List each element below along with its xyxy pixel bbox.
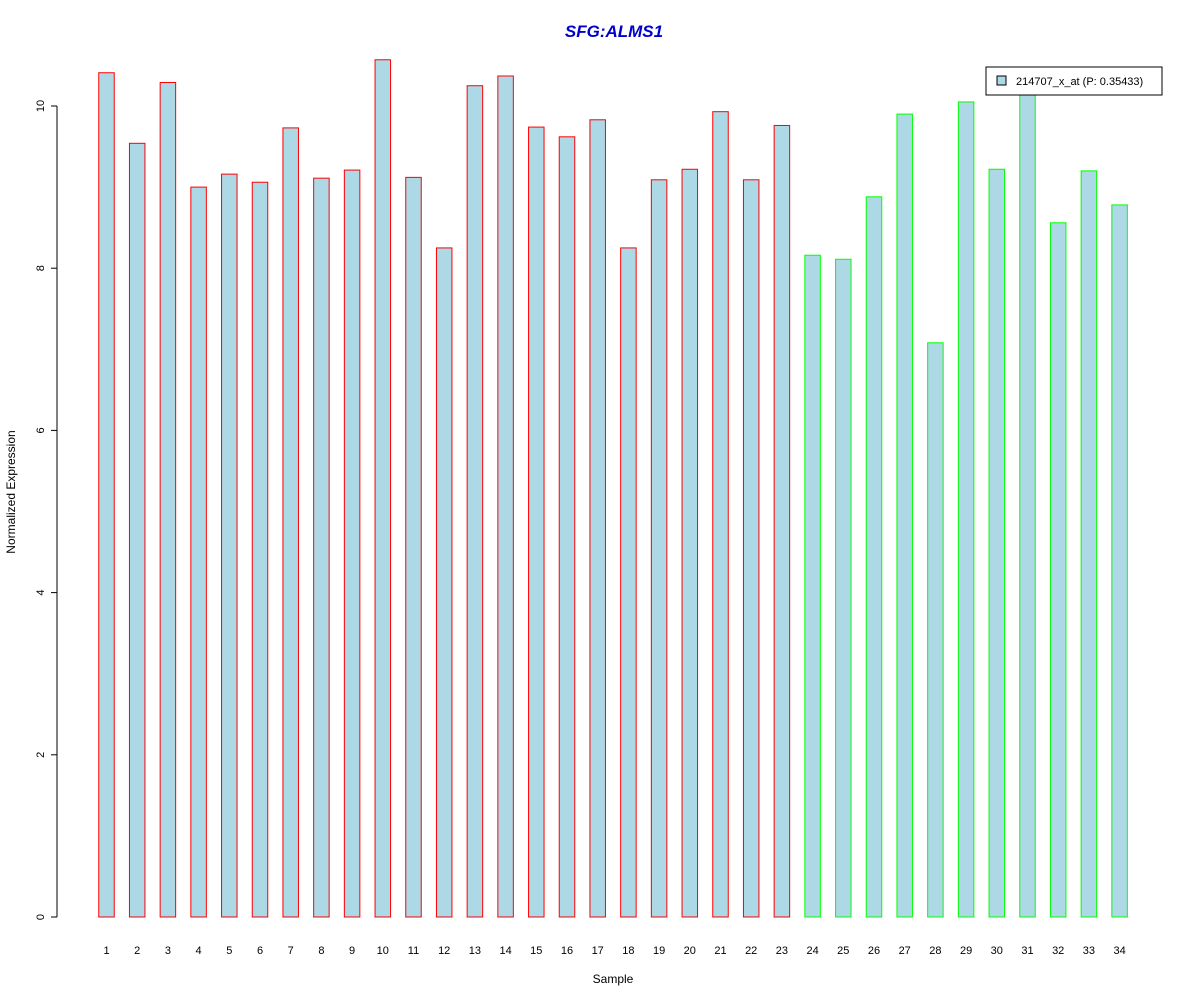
bar-sample-9 [343, 169, 361, 918]
x-tick-label: 23 [776, 945, 788, 957]
y-tick-label: 8 [35, 265, 47, 271]
y-tick-label: 0 [35, 914, 47, 920]
bar-sample-20 [681, 168, 699, 918]
legend: 214707_x_at (P: 0.35433) [985, 66, 1163, 96]
x-tick-label: 11 [408, 945, 419, 957]
bar-sample-26 [865, 196, 883, 918]
x-tick-label: 30 [991, 945, 1003, 957]
bar-sample-8 [313, 177, 330, 918]
x-tick-label: 1 [103, 945, 109, 957]
bars-group [98, 59, 1128, 918]
x-tick-label: 28 [929, 945, 941, 957]
bar-sample-28 [927, 342, 944, 918]
x-tick-label: 33 [1083, 945, 1095, 957]
bar-sample-30 [988, 168, 1006, 918]
x-tick-label: 18 [622, 945, 634, 957]
bar-sample-3 [159, 81, 177, 918]
legend-swatch [996, 75, 1007, 86]
bar-sample-5 [221, 173, 238, 918]
bar-sample-18 [620, 247, 637, 918]
legend-box [985, 66, 1163, 96]
bar-sample-15 [528, 126, 545, 918]
x-tick-label: 3 [165, 945, 171, 957]
bar-sample-34 [1111, 204, 1128, 918]
x-tick-label: 21 [714, 945, 726, 957]
bar-sample-19 [650, 179, 668, 918]
x-tick-label: 22 [745, 945, 757, 957]
bar-sample-21 [712, 111, 729, 918]
bar-sample-12 [435, 247, 453, 918]
x-tick-label: 20 [684, 945, 696, 957]
bar-sample-14 [497, 75, 514, 918]
x-tick-label: 17 [592, 945, 604, 957]
bar-sample-25 [835, 258, 852, 918]
y-tick-label: 4 [35, 590, 47, 596]
x-tick-label: 8 [318, 945, 324, 957]
bar-sample-33 [1080, 170, 1098, 918]
bar-sample-32 [1049, 222, 1067, 918]
y-axis-label: Normalized Expression [4, 430, 18, 553]
y-tick-label: 10 [35, 100, 47, 112]
legend-label: 214707_x_at (P: 0.35433) [1016, 76, 1143, 88]
x-tick-label: 34 [1113, 945, 1125, 957]
bar-sample-16 [558, 136, 576, 918]
bar-sample-27 [896, 113, 913, 918]
bar-sample-24 [804, 254, 821, 918]
x-tick-label: 9 [349, 945, 355, 957]
x-tick-label: 26 [868, 945, 880, 957]
x-tick-label: 14 [499, 945, 511, 957]
x-tick-label: 19 [653, 945, 665, 957]
bar-sample-23 [773, 124, 791, 918]
x-tick-label: 10 [377, 945, 389, 957]
x-tick-label: 16 [561, 945, 573, 957]
bar-sample-22 [742, 179, 760, 918]
chart-title: SFG:ALMS1 [565, 22, 663, 41]
bar-sample-31 [1019, 88, 1036, 918]
x-tick-label: 24 [806, 945, 818, 957]
x-tick-label: 32 [1052, 945, 1064, 957]
bar-sample-10 [374, 59, 392, 918]
bar-sample-1 [98, 72, 115, 918]
x-tick-label: 15 [530, 945, 542, 957]
bar-sample-6 [251, 181, 269, 918]
x-tick-label: 5 [226, 945, 232, 957]
x-tick-label: 29 [960, 945, 972, 957]
x-tick-labels: 1 2 3 4 5 6 7 8 9 10 11 12 13 14 15 16 17 18 19 20 21 22 23 24 2… [103, 945, 1125, 957]
x-tick-label: 31 [1021, 945, 1033, 957]
bar-sample-13 [466, 85, 484, 918]
x-axis-label: Sample [593, 972, 634, 986]
bar-sample-11 [405, 176, 422, 918]
bar-sample-29 [957, 101, 975, 918]
bar-sample-7 [282, 127, 299, 918]
x-tick-label: 4 [196, 945, 202, 957]
x-tick-label: 7 [288, 945, 294, 957]
x-tick-label: 27 [899, 945, 911, 957]
x-tick-label: 25 [837, 945, 849, 957]
x-tick-label: 13 [469, 945, 481, 957]
x-tick-label: 6 [257, 945, 263, 957]
x-tick-label: 12 [438, 945, 450, 957]
y-tick-label: 6 [35, 427, 47, 433]
y-tick-label: 2 [35, 752, 47, 758]
bar-sample-4 [190, 186, 207, 918]
bar-sample-17 [589, 119, 606, 918]
x-tick-label: 2 [134, 945, 140, 957]
bar-sample-2 [128, 142, 146, 918]
y-axis: 0 2 4 6 8 10 [35, 100, 58, 920]
